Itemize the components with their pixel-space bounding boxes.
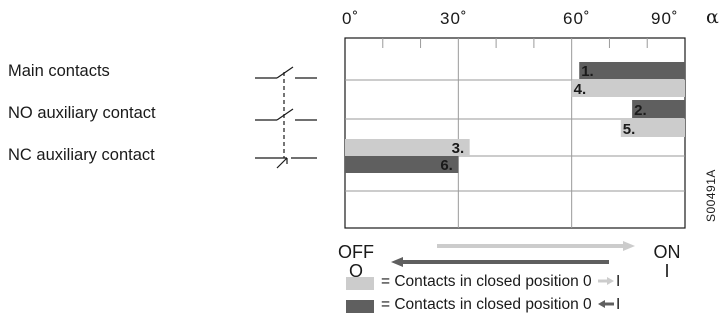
drawing-code: S00491A bbox=[704, 169, 718, 222]
row-label-main-contacts: Main contacts bbox=[8, 62, 110, 80]
contact-bar-3 bbox=[632, 100, 685, 118]
legend-end-light: I bbox=[615, 273, 621, 290]
contact-bar-6 bbox=[345, 156, 459, 173]
legend-text-light: = Contacts in closed position 0 bbox=[381, 273, 592, 290]
contact-bar-label-6: 6. bbox=[440, 157, 453, 174]
legend-swatch-light bbox=[346, 277, 374, 290]
legend-arrow-light-icon bbox=[597, 277, 614, 285]
contact-bar-label-2: 4. bbox=[574, 81, 587, 98]
contact-bar-4 bbox=[620, 119, 685, 137]
axis-tick-30: 30˚ bbox=[440, 9, 468, 28]
state-off-label: OFF bbox=[338, 242, 374, 262]
contact-bar-label-5: 3. bbox=[452, 140, 465, 157]
contact-bar-label-3: 2. bbox=[634, 102, 647, 119]
contact-bar-label-4: 5. bbox=[623, 121, 636, 138]
legend-swatch-dark bbox=[346, 300, 374, 313]
legend-item-light: = Contacts in closed position 0 I bbox=[381, 273, 620, 291]
state-on-label: ON bbox=[653, 242, 681, 262]
contact-symbols bbox=[255, 66, 317, 169]
contact-timing-grid: 1.4. 2. 5. 3.6. bbox=[344, 37, 686, 229]
contact-bar-2 bbox=[571, 80, 685, 97]
contact-bar-5 bbox=[345, 139, 470, 156]
axis-tick-60: 60˚ bbox=[563, 9, 591, 28]
state-off-symbol: O bbox=[348, 261, 363, 281]
contact-bar-1 bbox=[579, 62, 685, 79]
axis-tick-0: 0˚ bbox=[342, 9, 360, 28]
row-label-no-auxiliary: NO auxiliary contact bbox=[8, 104, 156, 122]
legend-item-dark: = Contacts in closed position 0 I bbox=[381, 296, 620, 314]
state-off: OFF O bbox=[331, 243, 381, 281]
row-label-nc-auxiliary: NC auxiliary contact bbox=[8, 146, 155, 164]
legend-end-dark: I bbox=[615, 296, 621, 313]
angle-symbol: α bbox=[706, 6, 719, 28]
axis-tick-90: 90˚ bbox=[651, 9, 679, 28]
legend-text-dark: = Contacts in closed position 0 bbox=[381, 296, 592, 313]
state-on: ON I bbox=[645, 243, 689, 281]
contact-bar-label-1: 1. bbox=[581, 63, 594, 80]
arrow-off-to-on bbox=[437, 241, 635, 251]
legend-arrow-dark-icon bbox=[597, 300, 614, 308]
direction-arrows bbox=[391, 241, 635, 267]
state-on-symbol: I bbox=[664, 261, 670, 281]
arrow-on-to-off bbox=[391, 257, 609, 267]
